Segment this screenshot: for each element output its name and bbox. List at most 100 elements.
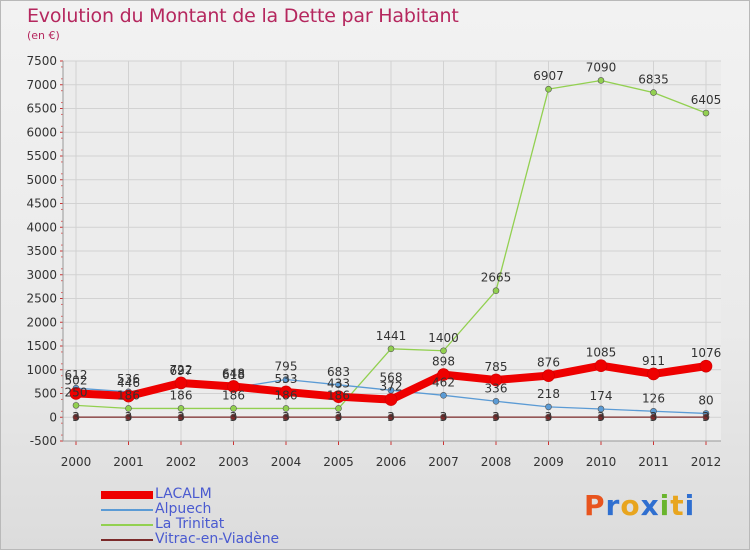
data-point xyxy=(125,413,132,421)
data-label: 186 xyxy=(222,388,245,402)
y-tick-label: 1000 xyxy=(26,363,57,377)
data-point xyxy=(440,413,447,421)
x-tick-label: 2008 xyxy=(481,455,512,469)
data-point xyxy=(702,413,710,421)
data-label: 126 xyxy=(642,391,665,405)
data-label: 785 xyxy=(485,360,508,374)
brand-letter: x xyxy=(640,489,660,522)
data-point xyxy=(282,376,290,383)
y-tick-label: -500 xyxy=(30,434,57,448)
data-label: 502 xyxy=(65,373,88,387)
data-point xyxy=(597,413,605,421)
y-tick-label: 7000 xyxy=(26,78,57,92)
x-tick-label: 2012 xyxy=(691,455,722,469)
x-tick-label: 2010 xyxy=(586,455,617,469)
y-tick-label: 1500 xyxy=(26,339,57,353)
data-label: 3 xyxy=(545,410,553,424)
data-label: 218 xyxy=(537,387,560,401)
data-label: 174 xyxy=(590,389,613,403)
data-label: 336 xyxy=(485,381,508,395)
data-label: 3 xyxy=(702,410,710,424)
data-point xyxy=(702,109,710,117)
data-label: 80 xyxy=(698,393,713,407)
data-label: 683 xyxy=(327,365,350,379)
legend-label: Alpuech xyxy=(155,501,212,517)
y-tick-label: 4000 xyxy=(26,220,57,234)
brand-letter: t xyxy=(670,489,685,522)
data-point xyxy=(177,413,185,421)
data-point xyxy=(440,347,447,355)
data-point xyxy=(72,402,80,409)
data-label: 911 xyxy=(642,354,665,368)
data-label: 3 xyxy=(125,410,133,424)
brand-letter: i xyxy=(684,489,696,522)
data-label: 6835 xyxy=(638,73,669,87)
data-point xyxy=(650,413,657,421)
data-point xyxy=(230,413,237,421)
data-point xyxy=(335,413,342,421)
data-point xyxy=(174,376,188,390)
data-label: 3 xyxy=(230,410,238,424)
x-tick-label: 2002 xyxy=(166,455,197,469)
chart-unit: (en €) xyxy=(27,29,60,42)
data-label: 250 xyxy=(65,385,88,399)
brand-letter: o xyxy=(620,489,641,522)
x-tick-label: 2009 xyxy=(533,455,564,469)
brand-logo: Proxiti xyxy=(584,489,695,522)
x-tick-label: 2003 xyxy=(218,455,249,469)
data-label: 795 xyxy=(275,359,298,373)
data-point xyxy=(332,390,345,403)
data-label: 697 xyxy=(170,364,193,378)
data-point xyxy=(279,385,293,399)
data-point xyxy=(387,386,395,394)
data-label: 6405 xyxy=(691,93,722,107)
data-point xyxy=(492,413,500,421)
y-tick-label: 0 xyxy=(49,410,57,424)
data-point xyxy=(492,397,500,405)
data-point xyxy=(122,389,135,403)
data-point xyxy=(177,405,185,412)
data-label: 3 xyxy=(282,410,290,424)
data-label: 1400 xyxy=(428,331,459,345)
y-tick-label: 4500 xyxy=(26,197,57,211)
y-tick-label: 7500 xyxy=(26,54,57,68)
data-point xyxy=(545,403,552,411)
data-point xyxy=(597,77,605,84)
y-tick-label: 5000 xyxy=(26,173,57,187)
data-label: 3 xyxy=(440,410,448,424)
y-tick-label: 2500 xyxy=(26,292,57,306)
data-label: 6907 xyxy=(533,69,564,83)
data-label: 536 xyxy=(117,372,140,386)
data-label: 372 xyxy=(380,380,403,394)
y-tick-label: 3000 xyxy=(26,268,57,282)
data-point xyxy=(650,89,657,96)
legend-swatch xyxy=(101,509,153,511)
data-point xyxy=(387,345,395,353)
x-tick-label: 2011 xyxy=(638,455,669,469)
data-label: 186 xyxy=(170,388,193,402)
data-point xyxy=(489,373,503,387)
data-point xyxy=(230,405,237,412)
chart-title: Evolution du Montant de la Dette par Hab… xyxy=(27,5,459,27)
data-label: 7090 xyxy=(586,60,617,74)
data-label: 186 xyxy=(275,388,298,402)
data-point xyxy=(699,359,713,373)
brand-letter: r xyxy=(605,489,621,522)
data-point xyxy=(282,413,290,421)
x-tick-label: 2001 xyxy=(113,455,144,469)
data-point xyxy=(647,367,660,381)
x-tick-label: 2000 xyxy=(61,455,92,469)
data-label: 612 xyxy=(65,368,88,382)
data-point xyxy=(282,405,290,412)
data-label: 648 xyxy=(222,366,245,380)
data-label: 618 xyxy=(222,368,245,382)
legend-label: La Trinitat xyxy=(155,516,225,532)
data-label: 186 xyxy=(327,388,350,402)
data-point xyxy=(542,369,555,382)
data-label: 722 xyxy=(170,363,193,377)
data-label: 3 xyxy=(492,410,500,424)
x-tick-label: 2007 xyxy=(428,455,459,469)
data-label: 1085 xyxy=(586,346,617,360)
